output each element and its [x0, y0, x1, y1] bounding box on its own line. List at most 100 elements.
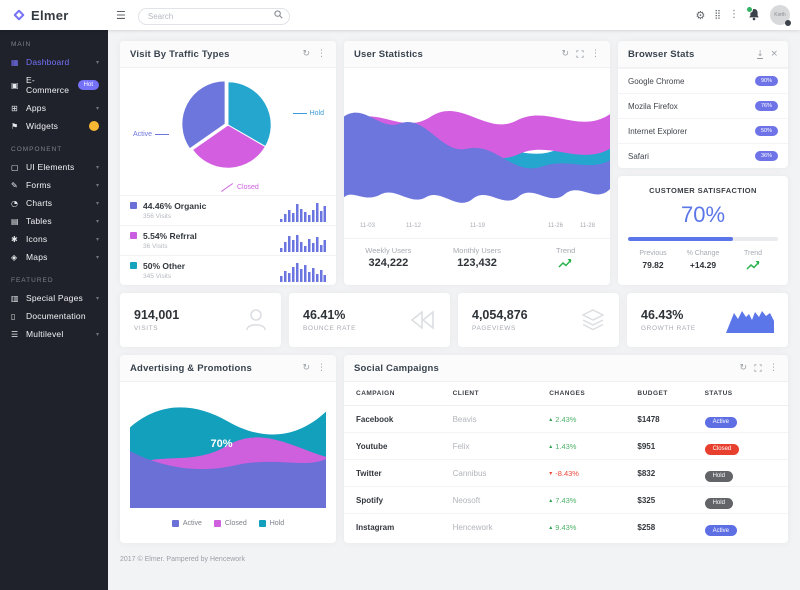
ui-elements-icon: ▢ — [11, 162, 19, 172]
legend-sub: 356 Visits — [143, 213, 172, 220]
brand-logo[interactable]: Elmer — [0, 8, 108, 23]
table-row[interactable]: Spotify Neosoft ▴ 7.43% $325 Hold — [344, 487, 788, 514]
browser-pct-badge: 90% — [754, 76, 778, 86]
flag-icon: ⚑ — [11, 121, 19, 131]
sidebar-item-label: Dashboard — [26, 57, 70, 67]
sidebar-item-icons[interactable]: ✱ Icons ▾ — [0, 230, 108, 248]
sidebar-item-label: Forms — [26, 180, 52, 190]
sidebar-item-apps[interactable]: ⊞ Apps ▾ — [0, 99, 108, 117]
close-icon[interactable]: × — [770, 48, 778, 59]
traffic-pie-chart: Active Hold Closed — [120, 68, 336, 195]
sidebar-item-forms[interactable]: ✎ Forms ▾ — [0, 176, 108, 194]
sidebar-item-label: Apps — [26, 103, 47, 113]
sidebar-item-label: Icons — [26, 234, 48, 244]
sidebar-item-multilevel[interactable]: ☰ Multilevel ▾ — [0, 325, 108, 343]
sidebar-item-charts[interactable]: ◔ Charts ▾ — [0, 194, 108, 212]
monthly-users-stat: Monthly Users 123,432 — [453, 246, 501, 269]
stacked-area-chart — [130, 407, 326, 508]
refresh-icon[interactable]: ↻ — [302, 362, 310, 373]
layers-icon — [581, 309, 605, 331]
sparkline-bars — [280, 262, 326, 282]
sidebar-item-label: UI Elements — [26, 162, 75, 172]
section-label-featured: FEATURED — [11, 277, 54, 284]
legend-swatch — [130, 232, 137, 239]
kebab-menu-icon[interactable]: ⋮ — [729, 9, 739, 20]
levels-icon: ☰ — [11, 329, 19, 339]
tile-label: BOUNCE RATE — [303, 325, 357, 332]
chevron-down-icon: ▾ — [95, 104, 99, 112]
status-badge: Hold — [704, 470, 733, 482]
status-badge: Closed — [704, 443, 740, 455]
legend-item-active: Active — [171, 520, 202, 527]
topbar-actions: ⚙ ⣿ ⋮ Kieth — [695, 5, 800, 26]
pencil-icon: ✎ — [11, 180, 18, 190]
sidebar-item-label: Charts — [26, 198, 53, 208]
legend-sub: 345 Visits — [143, 273, 172, 280]
advertising-card: Advertising & Promotions ↻ ⋮ 70% — [120, 355, 336, 543]
arrow-down-icon: ▾ — [549, 469, 553, 477]
download-icon[interactable]: ↓ — [756, 48, 764, 59]
browser-name: Google Chrome — [628, 76, 685, 86]
sidebar-item-tables[interactable]: ▤ Tables ▾ — [0, 212, 108, 230]
notifications-bell-icon[interactable] — [746, 6, 761, 22]
expand-icon[interactable] — [576, 50, 584, 58]
sidebar-item-ui-elements[interactable]: ▢ UI Elements ▾ — [0, 158, 108, 176]
kebab-menu-icon[interactable]: ⋮ — [317, 48, 326, 59]
sidebar-item-label: E-Commerce — [26, 75, 70, 95]
chevron-down-icon: ▾ — [95, 235, 99, 243]
chevron-down-icon: ▾ — [95, 181, 99, 189]
expand-icon[interactable] — [754, 364, 762, 372]
legend-title: 5.54% Refrral — [143, 231, 197, 241]
pie-label-hold: Hold — [292, 110, 324, 117]
gear-icon[interactable]: ⚙ — [695, 8, 706, 22]
table-icon: ▤ — [11, 216, 19, 226]
legend-title: 50% Other — [143, 261, 186, 271]
user-avatar[interactable]: Kieth — [770, 5, 791, 26]
kebab-menu-icon[interactable]: ⋮ — [591, 48, 600, 59]
refresh-icon[interactable]: ↻ — [561, 48, 569, 59]
traffic-legend-row: 44.46% Organic 356 Visits — [120, 195, 336, 225]
table-row[interactable]: Twitter Cannibus ▾ -8.43% $832 Hold — [344, 460, 788, 487]
sidebar-item-label: Multilevel — [26, 329, 64, 339]
x-tick: 11-19 — [470, 223, 485, 229]
brand-diamond-icon — [13, 9, 25, 21]
table-row[interactable]: Youtube Felix ▴ 1.43% $951 Closed — [344, 433, 788, 460]
kebab-menu-icon[interactable]: ⋮ — [317, 362, 326, 373]
browser-name: Mozila Firefox — [628, 101, 678, 111]
tile-value: 46.41% — [303, 308, 346, 322]
arrow-up-icon: ▴ — [549, 524, 553, 531]
x-tick: 11-03 — [360, 223, 375, 229]
pie-chart-icon: ◔ — [11, 198, 18, 208]
sidebar-item-widgets[interactable]: ⚑ Widgets — [0, 117, 108, 135]
footer-text: 2017 © Elmer. Pampered by Hencework — [120, 556, 245, 563]
satisfaction-progress-fill — [628, 237, 733, 241]
arrow-up-icon: ▴ — [549, 496, 553, 504]
x-tick: 11-12 — [406, 223, 421, 229]
legend-swatch — [130, 202, 137, 209]
legend-title: 44.46% Organic — [143, 201, 207, 211]
traffic-card: Visit By Traffic Types ↻ ⋮ Active — [120, 41, 336, 285]
sidebar-item-special-pages[interactable]: ▥ Special Pages ▾ — [0, 289, 108, 307]
refresh-icon[interactable]: ↻ — [739, 362, 747, 373]
sidebar-item-maps[interactable]: ◈ Maps ▾ — [0, 248, 108, 266]
tile-value: 4,054,876 — [472, 308, 528, 322]
table-row[interactable]: Instagram Hencework ▴ 9.43% $258 Active — [344, 514, 788, 541]
section-label-main: MAIN — [11, 41, 32, 48]
trend-up-icon — [745, 261, 760, 270]
refresh-icon[interactable]: ↻ — [302, 48, 310, 59]
sidebar-item-ecommerce[interactable]: ▣ E-Commerce Hot — [0, 71, 108, 99]
table-row[interactable]: Facebook Beavis ▴ 2.43% $1478 Active — [344, 406, 788, 433]
legend-swatch — [213, 520, 221, 527]
sidebar-item-dashboard[interactable]: ▦ Dashboard ▾ — [0, 53, 108, 71]
browser-row: Internet Explorer 50% — [618, 118, 788, 143]
search-input[interactable] — [137, 7, 290, 25]
sidebar-item-documentation[interactable]: ▯ Documentation — [0, 307, 108, 325]
apps-grid-icon[interactable]: ⣿ — [714, 9, 721, 20]
hamburger-icon[interactable]: ☰ — [116, 8, 126, 22]
traffic-legend-row: 50% Other 345 Visits — [120, 255, 336, 285]
chevron-down-icon: ▾ — [95, 330, 99, 338]
kebab-menu-icon[interactable]: ⋮ — [769, 362, 778, 373]
arrow-up-icon: ▴ — [549, 415, 553, 423]
avatar-caret — [785, 20, 791, 26]
search-icon[interactable] — [274, 9, 283, 19]
